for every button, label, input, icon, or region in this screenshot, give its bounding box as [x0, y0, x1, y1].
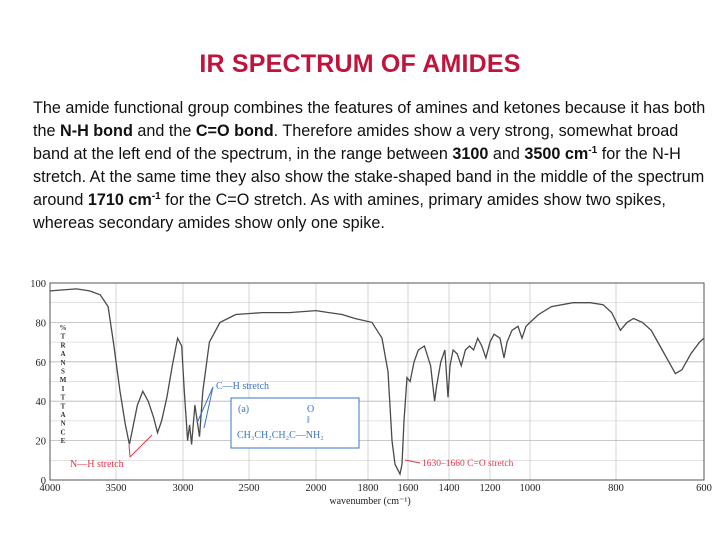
y-axis-label-char: T	[61, 394, 66, 402]
para-text-2: and the	[132, 122, 196, 140]
spectrum-line	[49, 288, 705, 477]
annotations: N—H stretch C—H stretch 1630–1660 C=O st…	[70, 381, 514, 470]
y-axis-label: % T R A N S M I T T A N C E	[60, 324, 67, 445]
nh-pointer-1	[128, 444, 131, 458]
para-bold-nh-bond: N-H bond	[60, 122, 133, 140]
y-axis-label-char: N	[60, 359, 65, 367]
slide-title: IR SPECTRUM OF AMIDES	[199, 50, 521, 78]
description-paragraph: The amide functional group combines the …	[33, 97, 713, 235]
ch-pointer-2	[203, 386, 214, 429]
y-tick-label: 100	[30, 279, 46, 290]
inset-carbonyl-o: O	[307, 404, 314, 415]
y-tick-label: 60	[36, 358, 47, 369]
y-axis-label-char: E	[61, 437, 66, 445]
x-tick-label: 1000	[520, 483, 541, 494]
para-text-1: The amide functional group combines the …	[33, 99, 706, 140]
structure-inset-box	[230, 397, 360, 449]
y-axis-label-char: N	[60, 420, 65, 428]
y-axis-label-char: R	[60, 341, 66, 349]
y-axis-label-char: A	[60, 411, 65, 419]
para-sup-1: -1	[588, 145, 598, 156]
plot-frame	[49, 282, 705, 481]
para-bold-3500: 3500 cm	[524, 145, 589, 163]
y-axis-label-char: T	[61, 333, 66, 341]
para-text-4: and	[488, 145, 525, 163]
y-tick-labels: 0 20 40 60 80 100	[30, 279, 46, 487]
co-stretch-label: 1630–1660 C=O stretch	[422, 459, 514, 469]
x-tick-label: 800	[608, 483, 624, 494]
y-tick-label: 40	[36, 397, 47, 408]
x-tick-label: 1600	[398, 483, 419, 494]
y-axis-label-char: T	[61, 402, 66, 410]
para-text-5: for the N-H stretch. At the same time th…	[33, 145, 705, 209]
ch-pointer-1	[196, 386, 214, 424]
x-tick-label: 600	[696, 483, 712, 494]
inset-double-bond: ‖	[307, 415, 310, 426]
x-tick-label: 1200	[480, 483, 501, 494]
y-tick-label: 0	[41, 476, 46, 487]
inset-formula: CH₃CH₂CH₂C—NH₂	[237, 430, 324, 441]
para-text-3: . Therefore amides show a very strong, s…	[33, 122, 679, 163]
y-axis-label-char: I	[62, 385, 65, 393]
x-tick-label: 2500	[239, 483, 260, 494]
y-axis-label-char: A	[60, 350, 65, 358]
x-axis-label: wavenumber (cm⁻¹)	[329, 496, 410, 507]
y-axis-label-char: C	[60, 428, 65, 436]
para-bold-3100: 3100	[452, 145, 489, 163]
para-bold-co-bond: C=O bond	[195, 122, 274, 140]
y-axis-label-char: M	[60, 376, 67, 384]
y-axis-label-char: S	[61, 368, 65, 376]
x-tick-label: 2000	[306, 483, 327, 494]
co-pointer	[404, 459, 421, 464]
x-tick-label: 3500	[106, 483, 127, 494]
para-sup-2: -1	[151, 191, 161, 202]
x-tick-label: 1800	[358, 483, 379, 494]
chart-grid	[50, 283, 704, 480]
y-axis-label-char: %	[60, 324, 67, 332]
inset-label: (a)	[238, 404, 249, 415]
ir-spectrum-chart: 0 20 40 60 80 100 4000 3500 3000 2500 2000 1800 160…	[30, 279, 712, 507]
para-bold-1710: 1710 cm	[87, 191, 152, 209]
para-text-6: for the C=O stretch. As with amines, pri…	[33, 191, 666, 232]
y-tick-label: 20	[36, 437, 47, 448]
nh-stretch-label: N—H stretch	[70, 459, 124, 470]
nh-pointer-2	[129, 434, 153, 458]
y-tick-label: 80	[36, 318, 47, 329]
x-tick-label: 1400	[439, 483, 460, 494]
ch-stretch-label: C—H stretch	[216, 381, 269, 392]
x-tick-label: 3000	[173, 483, 194, 494]
x-tick-label: 4000	[40, 483, 61, 494]
x-tick-labels: 4000 3500 3000 2500 2000 1800 1600 1400 1200 1000…	[40, 483, 712, 494]
